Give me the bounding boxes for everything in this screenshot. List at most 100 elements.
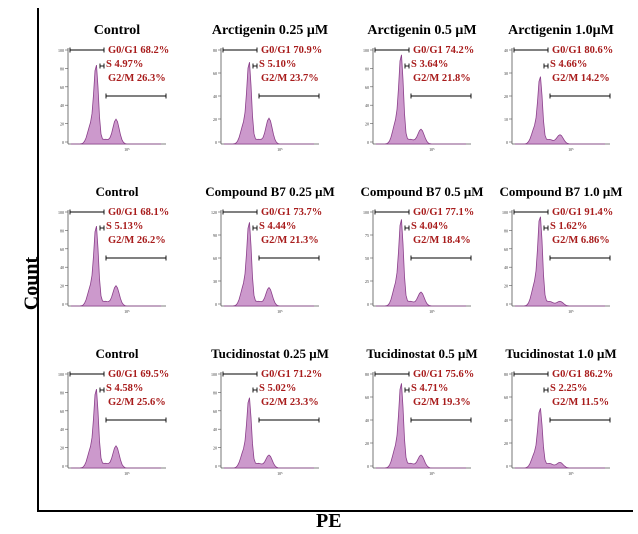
histogram-panel: Tucidinostat 0.25 μM 100 80 60 40 20 0 10⁵ G0/G1…: [211, 346, 329, 476]
y-tick-label: 0: [506, 464, 508, 469]
panel-title: Tucidinostat 1.0 μM: [505, 346, 616, 361]
gate-label: S 4.97%: [106, 59, 143, 70]
panel-title: Control: [94, 23, 141, 38]
gate-label: S 4.44%: [259, 221, 296, 232]
y-tick-label: 0: [62, 464, 64, 469]
y-tick-label: 80: [365, 372, 369, 377]
y-tick-label: 90: [213, 233, 217, 238]
panel-title: Tucidinostat 0.25 μM: [211, 346, 329, 361]
x-tick-label: 10⁵: [429, 309, 435, 314]
y-tick-label: 20: [504, 94, 508, 99]
gate-label: S 3.64%: [411, 59, 448, 70]
gate-label: G2/M 19.3%: [413, 397, 471, 408]
x-tick-label: 10⁵: [429, 471, 435, 476]
gate-label: G0/G1 75.6%: [413, 369, 474, 380]
y-tick-label: 60: [60, 247, 64, 252]
y-tick-label: 20: [60, 122, 64, 127]
y-tick-label: 20: [213, 446, 217, 451]
gate-label: G2/M 23.7%: [261, 73, 319, 84]
gate-label: G0/G1 68.2%: [108, 45, 169, 56]
x-tick-label: 10⁵: [277, 309, 283, 314]
y-tick-label: 75: [365, 233, 369, 238]
y-tick-label: 20: [213, 117, 217, 122]
panel-title: Compound B7 1.0 μM: [500, 184, 623, 199]
histogram-panel: Control 100 80 60 40 20 0 10⁵ G0/G1 69.5% S 4.58%…: [58, 346, 169, 476]
y-tick-label: 20: [60, 446, 64, 451]
y-tick-label: 80: [60, 390, 64, 395]
x-tick-label: 10⁵: [277, 471, 283, 476]
gate-label: G0/G1 68.1%: [108, 207, 169, 218]
y-tick-label: 100: [211, 372, 217, 377]
histogram-area: [515, 76, 605, 145]
panel-title: Control: [95, 346, 138, 361]
x-tick-label: 10⁵: [568, 147, 574, 152]
y-tick-label: 40: [213, 94, 217, 99]
histogram-area: [376, 54, 466, 145]
y-tick-label: 40: [504, 418, 508, 423]
panel-title: Compound B7 0.25 μM: [205, 184, 334, 199]
y-tick-label: 0: [367, 140, 369, 145]
x-tick-label: 10⁵: [124, 147, 130, 152]
y-tick-label: 60: [365, 395, 369, 400]
y-tick-label: 20: [504, 284, 508, 289]
gate-label: G2/M 18.4%: [413, 235, 471, 246]
y-tick-label: 0: [215, 464, 217, 469]
gate-label: G0/G1 80.6%: [552, 45, 613, 56]
histogram-panel: Compound B7 1.0 μM 100 80 60 40 20 0 10⁵ G0/G1 9…: [500, 184, 623, 314]
gate-label: G2/M 26.2%: [108, 235, 166, 246]
gate-label: G2/M 6.86%: [552, 235, 610, 246]
gate-label: G0/G1 69.5%: [108, 369, 169, 380]
y-tick-label: 60: [365, 85, 369, 90]
histogram-panel: Arctigenin 0.25 μM 80 60 40 20 0 10⁵ G0/G1 70.9…: [212, 23, 328, 152]
histogram-area: [224, 397, 314, 469]
y-tick-label: 60: [504, 395, 508, 400]
histogram-area: [376, 219, 466, 307]
y-tick-label: 40: [213, 427, 217, 432]
gate-label: S 2.25%: [550, 383, 587, 394]
histogram-area: [71, 64, 161, 145]
gate-label: G0/G1 74.2%: [413, 45, 474, 56]
y-tick-label: 60: [213, 71, 217, 76]
y-tick-label: 80: [213, 390, 217, 395]
y-tick-label: 100: [363, 210, 369, 215]
gate-label: G2/M 14.2%: [552, 73, 610, 84]
y-tick-label: 0: [62, 302, 64, 307]
gate-label: G0/G1 71.2%: [261, 369, 322, 380]
x-tick-label: 10⁵: [124, 471, 130, 476]
y-tick-label: 0: [215, 140, 217, 145]
y-tick-label: 80: [213, 48, 217, 53]
figure-frame-left: [37, 8, 39, 512]
y-tick-label: 30: [213, 279, 217, 284]
x-axis-title: PE: [316, 510, 342, 532]
y-tick-label: 100: [502, 210, 508, 215]
y-tick-label: 60: [213, 256, 217, 261]
gate-label: G2/M 23.3%: [261, 397, 319, 408]
y-tick-label: 40: [504, 48, 508, 53]
y-tick-label: 80: [504, 372, 508, 377]
panel-title: Tucidinostat 0.5 μM: [366, 346, 477, 361]
gate-label: S 5.02%: [259, 383, 296, 394]
y-tick-label: 120: [211, 210, 217, 215]
histogram-area: [224, 62, 314, 145]
panel-title: Arctigenin 0.5 μM: [367, 23, 476, 38]
y-tick-label: 100: [363, 48, 369, 53]
y-tick-label: 80: [60, 228, 64, 233]
panel-title: Arctigenin 0.25 μM: [212, 23, 328, 38]
y-tick-label: 100: [58, 48, 64, 53]
y-tick-label: 40: [60, 265, 64, 270]
y-tick-label: 50: [365, 256, 369, 261]
histogram-area: [224, 222, 314, 307]
gate-label: G0/G1 86.2%: [552, 369, 613, 380]
gate-label: G0/G1 77.1%: [413, 207, 474, 218]
y-tick-label: 0: [215, 302, 217, 307]
gate-label: S 4.58%: [106, 383, 143, 394]
histogram-panel: Compound B7 0.5 μM 100 75 50 25 0 10⁵ G0/G1 77.…: [361, 184, 484, 314]
y-tick-label: 80: [60, 66, 64, 71]
y-tick-label: 40: [365, 418, 369, 423]
y-tick-label: 40: [60, 103, 64, 108]
y-tick-label: 80: [365, 66, 369, 71]
histogram-panel: Arctigenin 0.5 μM 100 80 60 40 20 0 10⁵ G0/G1 74…: [363, 23, 477, 152]
y-tick-label: 100: [58, 372, 64, 377]
